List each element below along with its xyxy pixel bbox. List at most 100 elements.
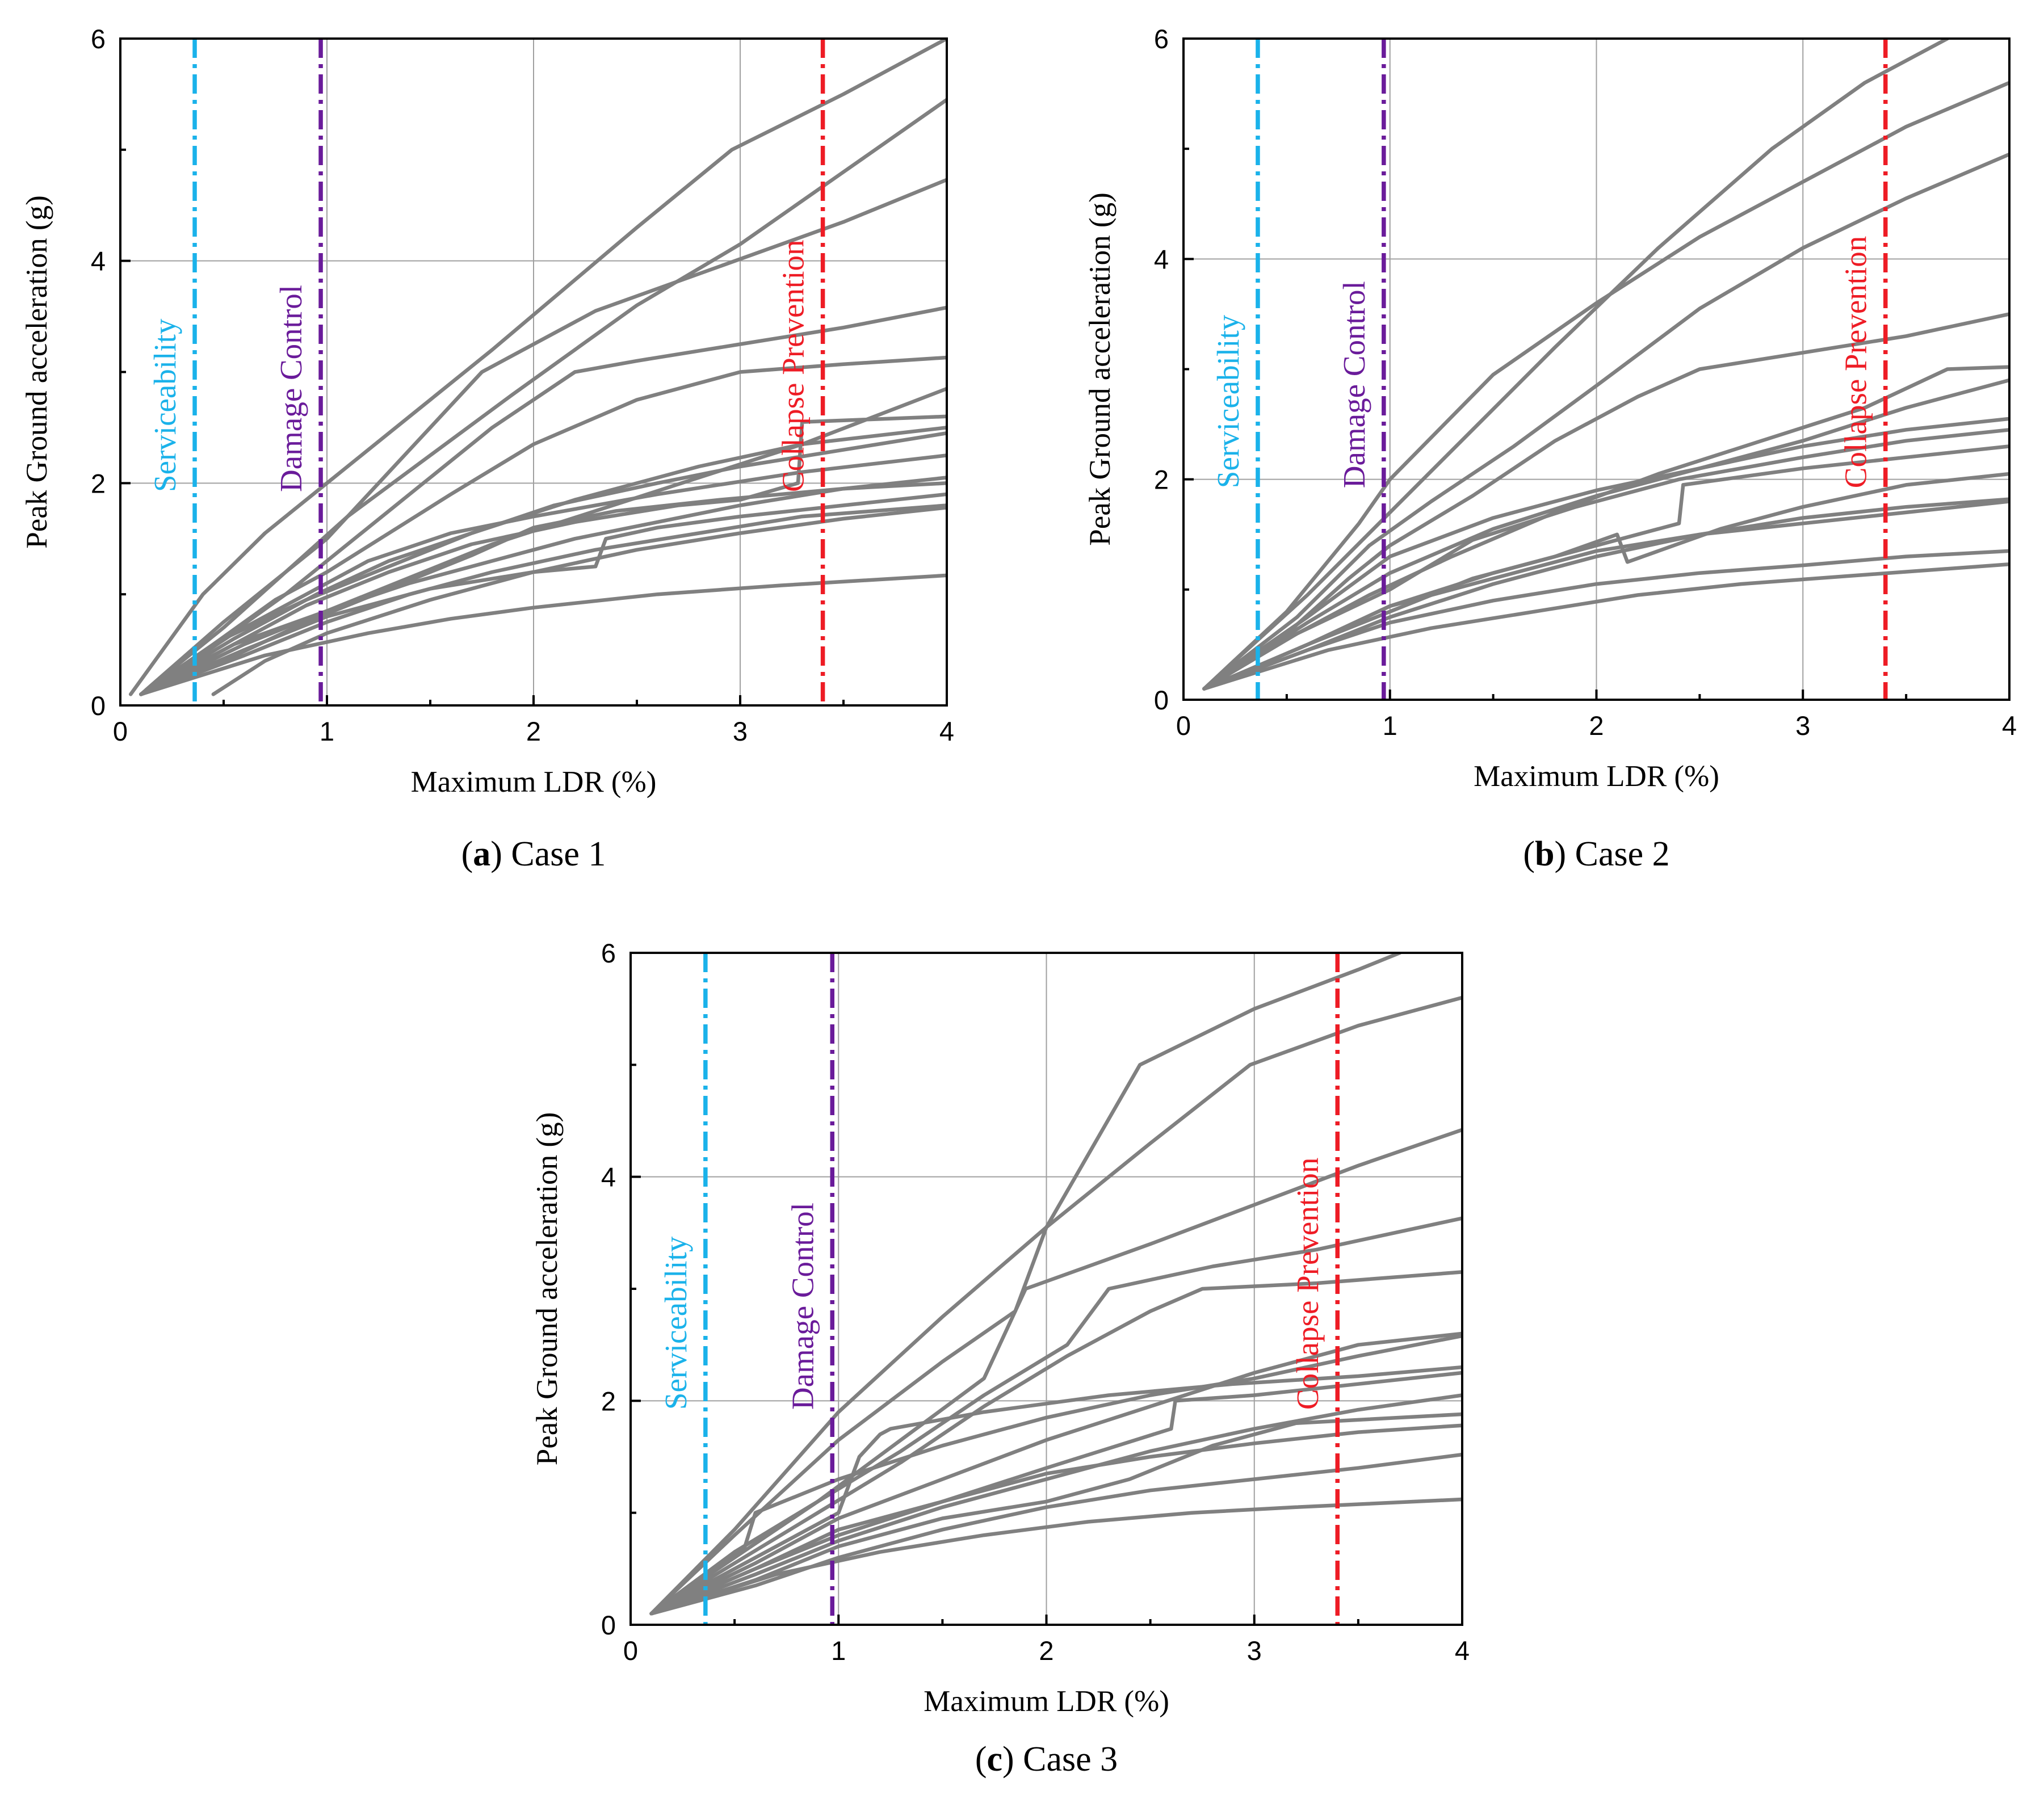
y-axis-title: Peak Ground acceleration (g)	[531, 1112, 564, 1465]
series-line-gm8	[649, 1365, 1462, 1616]
series-line-gm2	[139, 98, 947, 696]
series-line-gm2	[1202, 81, 2009, 691]
y-tick-label: 2	[91, 468, 106, 498]
series-line-gm11	[649, 1412, 1462, 1616]
x-tick-label: 4	[2002, 711, 2017, 741]
caption-letter: b	[1535, 835, 1554, 873]
series-line-gm12	[139, 503, 947, 696]
series-line-gm10	[649, 1393, 1462, 1616]
series-line-gm4	[649, 1216, 1462, 1616]
x-axis-title: Maximum LDR (%)	[924, 1685, 1169, 1718]
series-line-gm15	[139, 481, 947, 696]
caption-open-paren: (	[975, 1740, 987, 1779]
series-line-gm6	[1202, 378, 2009, 691]
series-line-gm13	[1202, 549, 2009, 691]
chart-panel-c: Serviceability Damage Control Collapse Pre…	[531, 938, 1470, 1779]
y-tick-label: 4	[91, 246, 106, 276]
x-tick-label: 3	[1247, 1636, 1262, 1666]
y-tick-label: 0	[1154, 685, 1169, 715]
series-line-gm16	[139, 573, 947, 696]
x-tick-label: 2	[1589, 711, 1604, 741]
y-tick-label: 6	[91, 24, 106, 54]
limit-label-serviceability: Serviceability	[1211, 314, 1245, 488]
x-tick-label: 3	[733, 716, 748, 746]
series-line-gm10	[139, 431, 947, 696]
series-line-gm2	[649, 995, 1462, 1616]
x-tick-label: 2	[526, 716, 541, 746]
caption-open-paren: (	[1523, 835, 1535, 873]
y-tick-label: 6	[1154, 24, 1169, 54]
caption-letter: c	[987, 1740, 1002, 1779]
y-axis-title: Peak Ground acceleration (g)	[1084, 192, 1117, 545]
limit-label-serviceability: Serviceability	[658, 1236, 693, 1410]
series-line-gm14	[139, 492, 947, 696]
x-tick-label: 1	[320, 716, 334, 746]
series-line-gm8	[1202, 428, 2009, 691]
series-line-gm1	[1202, 39, 1950, 691]
series-line-gm11	[139, 476, 947, 696]
limit-label-collapse-prevention: Collapse Prevention	[1290, 1158, 1325, 1410]
series-line-gm9	[649, 1371, 1462, 1616]
panel-caption: (c) Case 3	[975, 1740, 1118, 1779]
x-tick-label: 0	[1176, 711, 1191, 741]
series-group	[1202, 39, 2009, 691]
x-axis-title: Maximum LDR (%)	[411, 766, 657, 798]
x-tick-label: 4	[1455, 1636, 1470, 1666]
limit-label-damage-control: Damage Control	[274, 285, 308, 492]
series-line-gm11	[1202, 497, 2009, 691]
chart-panel-a: Serviceability Damage Control Collapse Pre…	[20, 24, 954, 873]
caption-close-paren: )	[1554, 835, 1575, 873]
y-tick-label: 2	[601, 1386, 616, 1416]
series-line-gm1	[128, 39, 947, 696]
series-line-gm8	[139, 414, 947, 696]
series-line-gm6	[139, 453, 947, 696]
x-axis-title: Maximum LDR (%)	[1474, 760, 1719, 793]
series-line-gm1	[649, 953, 1402, 1616]
limit-label-collapse-prevention: Collapse Prevention	[1839, 236, 1873, 489]
y-axis-title: Peak Ground acceleration (g)	[20, 195, 53, 548]
chart-panel-b: Serviceability Damage Control Collapse Pre…	[1084, 24, 2017, 873]
caption-open-paren: (	[461, 835, 473, 873]
series-line-gm10	[1202, 472, 2009, 691]
series-line-gm6	[649, 1334, 1462, 1616]
x-tick-label: 2	[1039, 1636, 1054, 1666]
series-line-gm14	[649, 1497, 1462, 1616]
y-tick-label: 6	[601, 938, 616, 968]
series-line-gm12	[1202, 499, 2009, 691]
caption-text: Case 2	[1575, 835, 1670, 873]
x-tick-label: 1	[1383, 711, 1397, 741]
series-line-gm3	[139, 178, 947, 696]
panel-caption: (a) Case 1	[461, 835, 606, 873]
x-tick-label: 4	[939, 716, 954, 746]
y-tick-label: 0	[91, 691, 106, 721]
series-line-gm14	[1202, 562, 2009, 691]
series-line-gm12	[649, 1423, 1462, 1616]
limit-label-serviceability: Serviceability	[148, 318, 182, 492]
y-tick-label: 0	[601, 1610, 616, 1640]
x-tick-label: 1	[831, 1636, 846, 1666]
series-group	[649, 953, 1462, 1616]
series-line-gm5	[649, 1270, 1462, 1616]
limit-label-damage-control: Damage Control	[1337, 281, 1371, 488]
caption-letter: a	[473, 835, 490, 873]
limit-label-damage-control: Damage Control	[785, 1203, 820, 1410]
series-line-gm5	[139, 355, 947, 696]
caption-text: Case 1	[511, 835, 606, 873]
y-tick-label: 2	[1154, 465, 1169, 495]
x-tick-label: 3	[1795, 711, 1810, 741]
series-group	[128, 39, 947, 696]
caption-close-paren: )	[1002, 1740, 1023, 1779]
caption-close-paren: )	[490, 835, 511, 873]
x-tick-label: 0	[623, 1636, 638, 1666]
series-line-gm4	[1202, 312, 2009, 691]
x-tick-label: 0	[113, 716, 128, 746]
y-tick-label: 4	[1154, 244, 1169, 274]
series-line-gm7	[649, 1331, 1462, 1616]
caption-text: Case 3	[1023, 1740, 1118, 1779]
series-line-gm13	[649, 1452, 1462, 1616]
panel-caption: (b) Case 2	[1523, 835, 1669, 873]
series-line-gm7	[1202, 417, 2009, 691]
y-tick-label: 4	[601, 1162, 616, 1192]
limit-label-collapse-prevention: Collapse Prevention	[776, 239, 811, 492]
